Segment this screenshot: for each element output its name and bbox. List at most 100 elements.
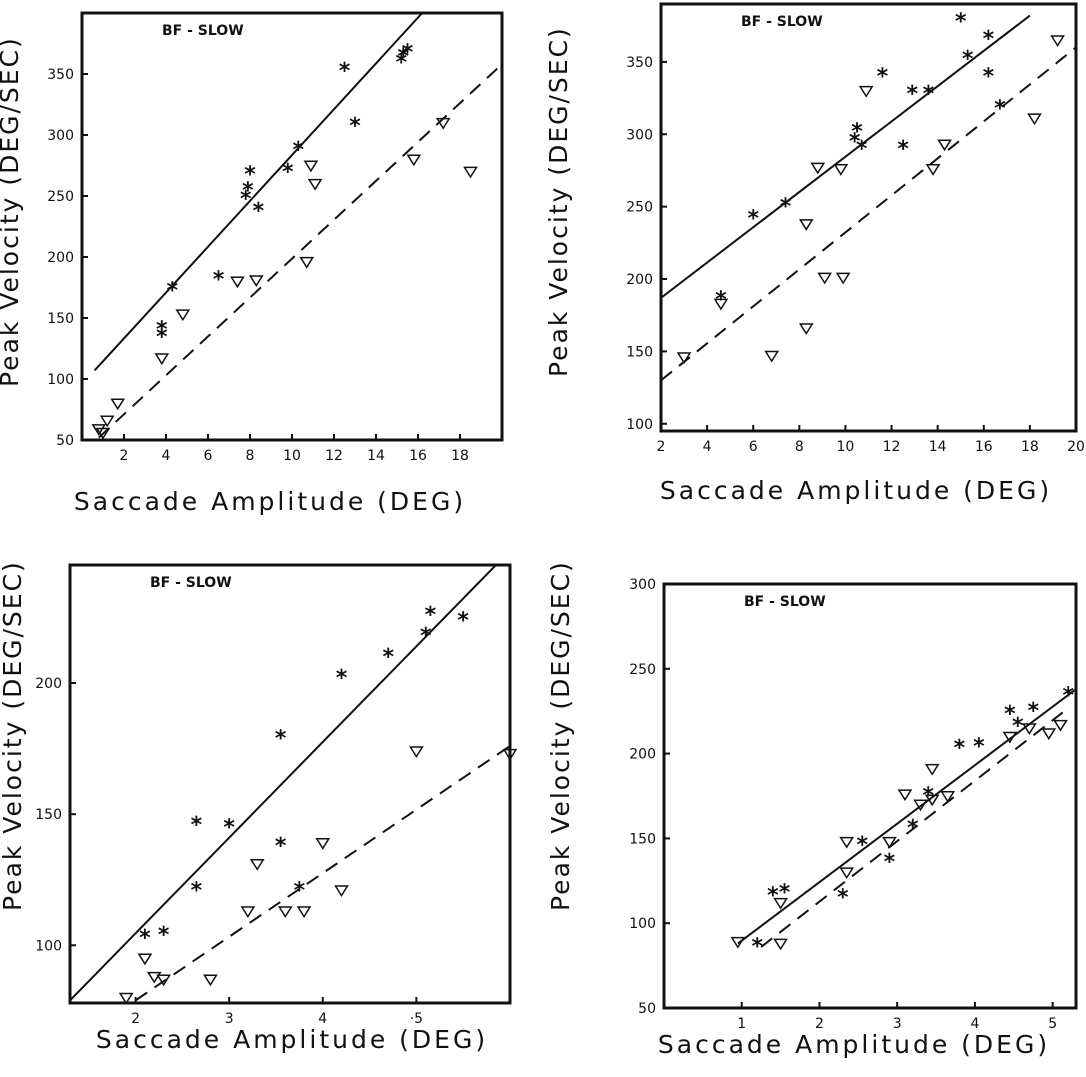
x-tick-label: 2 [120,448,129,464]
chart-title: BF - SLOW [162,23,244,39]
triangle-point [897,789,913,802]
y-tick-label: 150 [47,311,74,327]
x-tick-label: 4 [162,448,171,464]
fit-line-solid [70,565,497,1002]
y-tick-label: 150 [629,831,656,847]
asterisk-point: * [191,813,203,838]
asterisk-point: * [849,130,861,155]
x-tick-label: 6 [204,448,213,464]
chart-title: BF - SLOW [741,14,823,30]
x-tick-label: 18 [1021,439,1039,455]
x-tick-label: 10 [283,448,301,464]
y-tick-label: 100 [626,417,653,433]
asterisk-point: * [395,50,407,75]
x-tick-label: 8 [246,448,255,464]
triangle-point [924,763,940,776]
asterisk-point: * [420,624,432,649]
triangle-point [773,897,788,910]
triangle-point [1022,723,1037,735]
triangle-point [110,398,126,411]
fit-line-dashed [98,63,502,439]
asterisk-point: * [877,64,889,89]
asterisk-point: * [275,726,287,751]
asterisk-point: * [907,816,919,841]
triangle-point [882,836,897,849]
x-axis-label: Saccade Amplitude (DEG) [95,1025,489,1054]
asterisk-point: * [425,603,437,628]
asterisk-point: * [983,64,995,89]
asterisk-point: * [336,666,348,691]
fit-line-solid [661,14,1031,299]
triangle-point [315,838,331,850]
asterisk-point: * [747,206,759,231]
asterisk-point: * [223,816,235,841]
y-axis-label: Peak Velocity (DEG/SEC) [0,560,27,911]
y-tick-label: 200 [626,272,653,288]
chart-title: BF - SLOW [150,575,232,591]
asterisk-point: * [349,114,361,139]
asterisk-point: * [244,163,256,188]
y-axis-label: Peak Velocity (DEG/SEC) [544,26,573,377]
chart-1: BF - SLOW 2 4 6 8 10 12 14 16 18 50 100 150 200 250 300… [47,11,504,464]
triangle-point [91,424,107,436]
triangle-point [730,936,746,949]
triangle-point [1027,113,1042,126]
y-tick-label: 50 [638,1001,656,1017]
triangle-point [798,323,814,336]
triangle-point [240,906,256,919]
asterisk-point: * [884,850,896,875]
triangle-point [1041,728,1057,741]
y-tick-label: 150 [626,344,653,360]
x-tick-label: 12 [325,448,343,464]
asterisk-point: * [907,82,919,107]
plot-frame [68,563,512,1005]
asterisk-point: * [994,96,1006,121]
triangle-point [839,867,855,880]
chart-panel-1: Peak Velocity (DEG/SEC) BF - SLOW 2 4 6 8 10 1… [0,0,540,530]
triangle-point [296,906,312,919]
triangle-point [924,794,940,807]
x-tick-label: 2 [815,1016,824,1032]
triangle-point [817,272,833,285]
asterisk-point: * [962,47,974,72]
x-tick-label: 18 [451,448,469,464]
asterisk-point: * [897,137,909,162]
asterisk-point: * [293,138,305,163]
y-tick-label: 200 [47,250,74,266]
triangle-point [203,974,218,987]
x-tick-label: 16 [409,448,427,464]
triangle-point [937,139,952,152]
triangle-point [277,906,293,919]
triangle-point [764,350,780,363]
triangle-point [406,154,422,167]
asterisk-point: * [156,325,168,350]
x-tick-label: 16 [975,439,993,455]
triangle-point [175,309,191,322]
x-tick-label: 12 [883,439,901,455]
asterisk-point: * [275,834,287,859]
triangle-point [303,160,319,173]
triangle-point [463,166,478,179]
triangle-point [713,298,729,311]
asterisk-point: * [923,82,935,107]
x-tick-label: 14 [367,448,385,464]
asterisk-point: * [856,833,868,858]
x-tick-label: 5 [1048,1016,1057,1032]
triangle-point [99,415,115,428]
y-tick-label: 300 [47,128,74,144]
asterisk-point: * [398,44,410,69]
y-tick-label: 250 [47,189,74,205]
asterisk-point: * [954,736,966,761]
asterisk-point: * [242,178,254,203]
x-tick-label: 10 [837,439,855,455]
fit-line-solid [93,13,423,372]
asterisk-point: * [767,884,779,909]
asterisk-point: * [973,734,985,759]
x-tick-label: 6 [749,439,758,455]
y-tick-label: 350 [47,67,74,83]
triangle-point [248,275,264,287]
plot-frame [80,11,504,442]
asterisk-point: * [851,119,863,144]
fit-line-dashed [134,745,510,1002]
asterisk-point: * [983,27,995,52]
